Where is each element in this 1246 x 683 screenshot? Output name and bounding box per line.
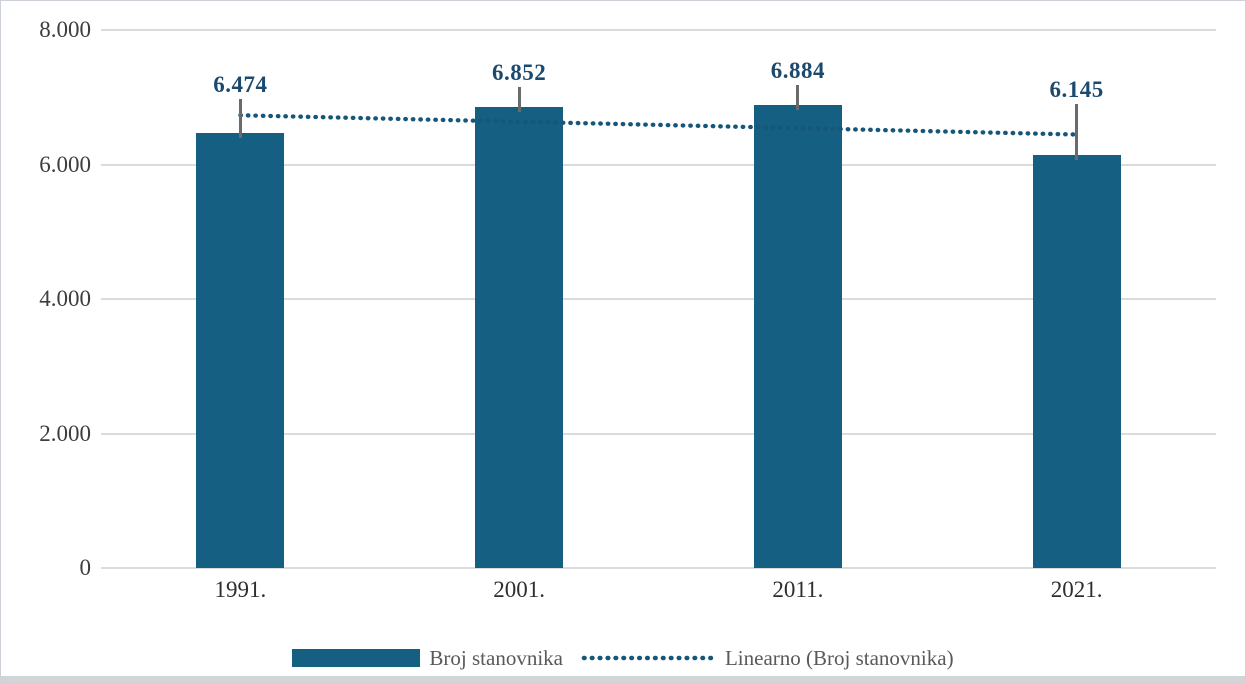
y-tick-label: 2.000 (39, 420, 91, 446)
y-tick-label: 8.000 (39, 17, 91, 42)
y-tick-label: 6.000 (39, 151, 91, 177)
legend-trend-label: Linearno (Broj stanovnika) (724, 646, 954, 670)
legend-series-label: Broj stanovnika (429, 646, 563, 670)
x-tick-label: 2021. (1050, 577, 1103, 602)
legend-trendline-swatch (581, 655, 715, 661)
data-label: 6.474 (213, 71, 268, 97)
legend: Broj stanovnika Linearno (Broj stanovnik… (1, 644, 1245, 672)
x-tick-label: 1991. (214, 577, 267, 602)
gridline (101, 432, 1216, 435)
gridline (101, 298, 1216, 300)
gridline (101, 29, 1216, 31)
label-leader-line (1075, 103, 1079, 160)
gridline (101, 163, 1216, 166)
gridline (101, 567, 1216, 569)
label-leader-line (517, 87, 521, 113)
x-tick-label: 2001. (493, 577, 545, 602)
data-label: 6.852 (492, 60, 547, 86)
bar-2011 (753, 105, 842, 568)
y-tick-label: 0 (79, 555, 92, 580)
legend-bar-swatch (292, 649, 421, 667)
label-leader-line (796, 85, 800, 111)
data-label: 6.884 (770, 58, 825, 84)
x-tick-label: 2011. (772, 577, 824, 602)
bottom-border-strip (1, 676, 1245, 682)
bar-1991 (196, 132, 285, 568)
y-tick-label: 4.000 (39, 286, 91, 311)
bar-2021 (1032, 154, 1121, 568)
bar-2001 (475, 107, 564, 568)
data-label: 6.145 (1049, 76, 1104, 102)
label-leader-line (238, 98, 242, 138)
